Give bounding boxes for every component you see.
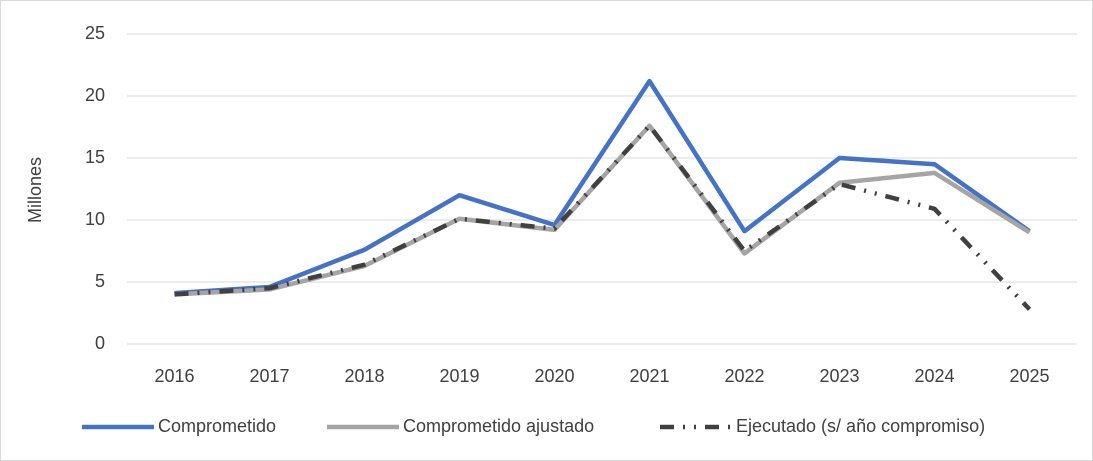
y-axis-label: Millones (25, 157, 45, 223)
y-tick-label: 5 (95, 271, 105, 291)
y-tick-label: 15 (85, 147, 105, 167)
legend-label: Ejecutado (s/ año compromiso) (736, 416, 985, 436)
y-tick-label: 10 (85, 209, 105, 229)
x-tick-label: 2021 (629, 366, 669, 386)
x-tick-label: 2023 (819, 366, 859, 386)
legend-label: Comprometido (158, 416, 276, 436)
x-tick-label: 2016 (154, 366, 194, 386)
x-tick-label: 2024 (914, 366, 954, 386)
x-tick-label: 2019 (439, 366, 479, 386)
y-tick-label: 20 (85, 85, 105, 105)
series-line (174, 123, 1032, 311)
legend-label: Comprometido ajustado (403, 416, 594, 436)
y-tick-label: 25 (85, 23, 105, 43)
x-tick-label: 2025 (1009, 366, 1049, 386)
y-tick-label: 0 (95, 333, 105, 353)
x-tick-label: 2020 (534, 366, 574, 386)
series-line (174, 78, 1031, 296)
x-tick-label: 2017 (249, 366, 289, 386)
x-tick-label: 2018 (344, 366, 384, 386)
x-tick-label: 2022 (724, 366, 764, 386)
